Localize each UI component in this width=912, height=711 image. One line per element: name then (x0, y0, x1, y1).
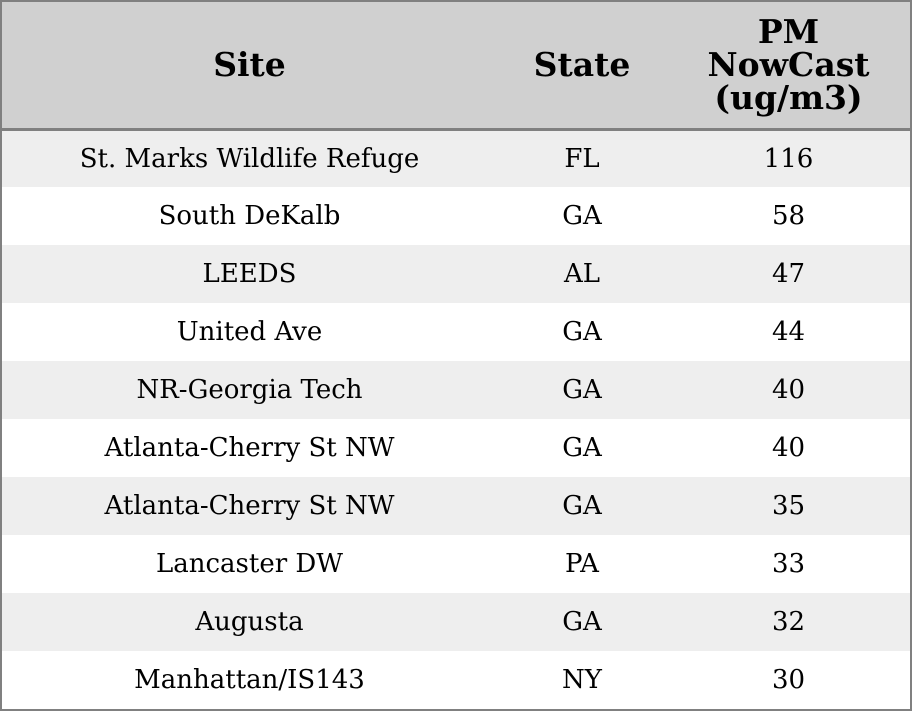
table-row: South DeKalb GA 58 (2, 187, 910, 245)
pm-header-line-3: (ug/m3) (714, 78, 863, 118)
site-cell: Atlanta-Cherry St NW (104, 433, 395, 463)
table-row: Augusta GA 32 (2, 593, 910, 651)
site-cell: United Ave (176, 317, 323, 347)
site-cell: Atlanta-Cherry St NW (104, 491, 395, 521)
state-cell: AL (563, 259, 601, 289)
table-row: LEEDS AL 47 (2, 245, 910, 303)
pm-value-cell: 40 (771, 375, 806, 405)
pm-nowcast-column-header: PM NowCast (ug/m3) (667, 2, 910, 131)
state-cell: FL (564, 143, 600, 174)
state-cell: PA (565, 549, 599, 579)
pm-value-cell: 35 (771, 491, 806, 521)
header-row: Site State PM NowCast (ug/m3) (2, 2, 910, 131)
table-row: Atlanta-Cherry St NW GA 40 (2, 419, 910, 477)
site-cell: Lancaster DW (155, 549, 343, 579)
table-row: Manhattan/IS143 NY 30 (2, 651, 910, 709)
pm-value-cell: 30 (771, 665, 806, 695)
table-row: Lancaster DW PA 33 (2, 535, 910, 593)
state-column-header: State (497, 2, 667, 131)
state-cell: GA (562, 433, 602, 463)
pm-value-cell: 58 (771, 201, 806, 231)
state-cell: GA (562, 491, 602, 521)
pm-value-cell: 40 (771, 433, 806, 463)
state-cell: GA (562, 375, 602, 405)
table-body: St. Marks Wildlife Refuge FL 116 South D… (2, 129, 910, 709)
state-cell: GA (562, 607, 602, 637)
state-cell: GA (562, 317, 602, 347)
pm-header-line-2: NowCast (707, 45, 870, 85)
pm-value-cell: 116 (763, 143, 814, 174)
site-cell: St. Marks Wildlife Refuge (79, 143, 420, 174)
pm-value-cell: 33 (771, 549, 806, 579)
table-row: United Ave GA 44 (2, 303, 910, 361)
pm-header-line-1: PM (757, 12, 820, 52)
site-cell: NR-Georgia Tech (136, 375, 363, 405)
table-row: St. Marks Wildlife Refuge FL 116 (2, 129, 910, 187)
site-cell: Manhattan/IS143 (134, 665, 365, 695)
site-cell: South DeKalb (158, 201, 341, 231)
site-cell: LEEDS (202, 259, 297, 289)
table-row: NR-Georgia Tech GA 40 (2, 361, 910, 419)
pm-value-cell: 47 (771, 259, 806, 289)
pm-value-cell: 32 (771, 607, 806, 637)
site-cell: Augusta (195, 607, 304, 637)
pm-value-cell: 44 (771, 317, 806, 347)
table-row: Atlanta-Cherry St NW GA 35 (2, 477, 910, 535)
table-header: Site State PM NowCast (ug/m3) (2, 2, 910, 131)
state-cell: GA (562, 201, 602, 231)
site-column-header: Site (2, 2, 497, 131)
state-cell: NY (562, 665, 602, 695)
